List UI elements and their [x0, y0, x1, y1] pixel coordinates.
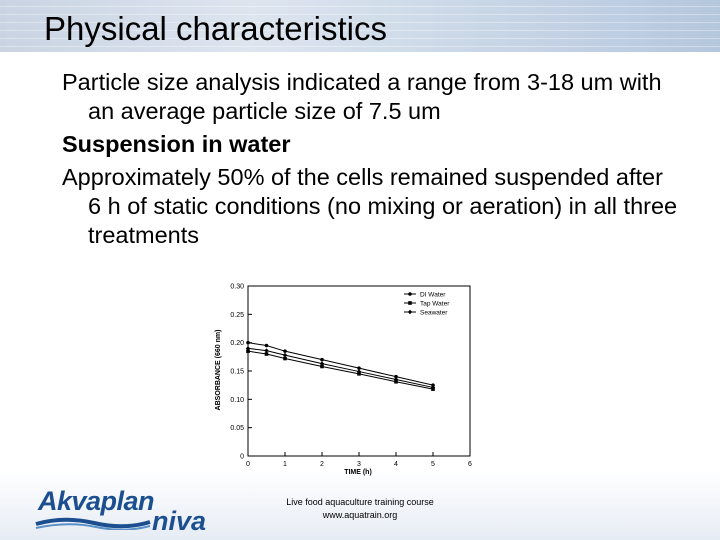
title-band-stripe	[0, 22, 720, 23]
chart-x-tick-label: 1	[283, 461, 287, 468]
chart-axes: 0 1 2 3 4 5 6 0 0.05 0.10 0.15 0.20 0.25 0.30	[230, 284, 472, 469]
chart-legend: DI Water Tap Water Seawater	[404, 292, 450, 317]
chart-point	[264, 343, 269, 348]
footer-course-name: Live food aquaculture training course	[286, 497, 434, 507]
logo-wave-icon	[35, 517, 151, 530]
paragraph-suspension-heading: Suspension in water	[62, 131, 291, 157]
chart-x-tick-label: 2	[320, 461, 324, 468]
footer: Live food aquaculture training course ww…	[260, 496, 460, 522]
chart-point	[356, 369, 362, 374]
chart-point	[246, 340, 250, 345]
title-band-stripe	[0, 30, 720, 31]
logo-main-text: Akvaplan	[38, 486, 155, 516]
paragraph-suspension-result: Approximately 50% of the cells remained …	[62, 164, 678, 248]
chart-point	[357, 366, 361, 370]
chart-point	[430, 385, 436, 390]
chart-series	[245, 340, 436, 391]
chart-point	[407, 309, 413, 315]
chart-y-tick-label: 0.05	[230, 425, 244, 432]
chart-y-tick-label: 0.30	[230, 284, 244, 291]
title-band-stripe	[0, 38, 720, 39]
chart-legend-label: DI Water	[420, 292, 446, 299]
chart-legend-label: Seawater	[420, 310, 448, 317]
chart-point	[393, 377, 399, 382]
chart-x-axis-label: TIME (h)	[344, 469, 372, 476]
chart-point	[264, 352, 269, 356]
title-band-stripe	[0, 14, 720, 15]
chart-x-tick-label: 6	[468, 461, 472, 468]
chart-point	[245, 346, 251, 351]
chart-y-tick-label: 0.10	[230, 397, 244, 404]
chart-x-tick-label: 5	[431, 461, 435, 468]
chart-y-tick-label: 0.15	[230, 369, 244, 376]
title-band-stripe	[0, 46, 720, 47]
chart-x-tick-label: 0	[246, 461, 250, 468]
chart-point	[283, 356, 287, 361]
chart-point	[283, 349, 287, 353]
chart-point	[282, 352, 288, 358]
chart-point	[357, 372, 361, 376]
chart-point	[431, 383, 435, 387]
chart-y-tick-label: 0	[240, 454, 244, 461]
title-band-stripe	[0, 6, 720, 7]
slide-body: Particle size analysis indicated a range…	[62, 68, 682, 254]
slide-title: Physical characteristics	[44, 10, 387, 47]
chart-series-line	[247, 342, 434, 386]
chart-x-tick-label: 3	[357, 461, 361, 468]
chart-series-line	[247, 350, 434, 390]
chart-y-tick-label: 0.20	[230, 340, 244, 347]
footer-background	[0, 470, 720, 540]
chart-series-line	[247, 347, 434, 388]
chart-y-axis-label: ABSORBANCE (660 nm)	[215, 330, 222, 411]
chart-point	[408, 292, 412, 296]
akvaplan-niva-logo: Akvaplan niva	[34, 486, 207, 536]
chart-point	[320, 357, 324, 362]
absorbance-chart: 0 1 2 3 4 5 6 0 0.05 0.10 0.15 0.20 0.25 0.30 DI Wate…	[208, 280, 478, 477]
paragraph-particle-size: Particle size analysis indicated a range…	[62, 69, 662, 124]
chart-point	[264, 348, 269, 353]
chart-point	[320, 364, 324, 369]
chart-point	[246, 349, 250, 353]
chart-point	[394, 374, 398, 379]
chart-x-tick-label: 4	[394, 461, 398, 468]
chart-point	[319, 361, 325, 366]
chart-svg: 0 1 2 3 4 5 6 0 0.05 0.10 0.15 0.20 0.25 0.30 DI Wate…	[215, 284, 472, 477]
chart-point	[394, 379, 398, 384]
footer-url[interactable]: www.aquatrain.org	[322, 510, 398, 520]
chart-y-tick-label: 0.25	[230, 312, 244, 319]
chart-legend-label: Tap Water	[420, 301, 450, 308]
title-band: Physical characteristics	[0, 0, 720, 52]
logo-sub-text: niva	[152, 506, 207, 536]
chart-point	[408, 301, 412, 305]
